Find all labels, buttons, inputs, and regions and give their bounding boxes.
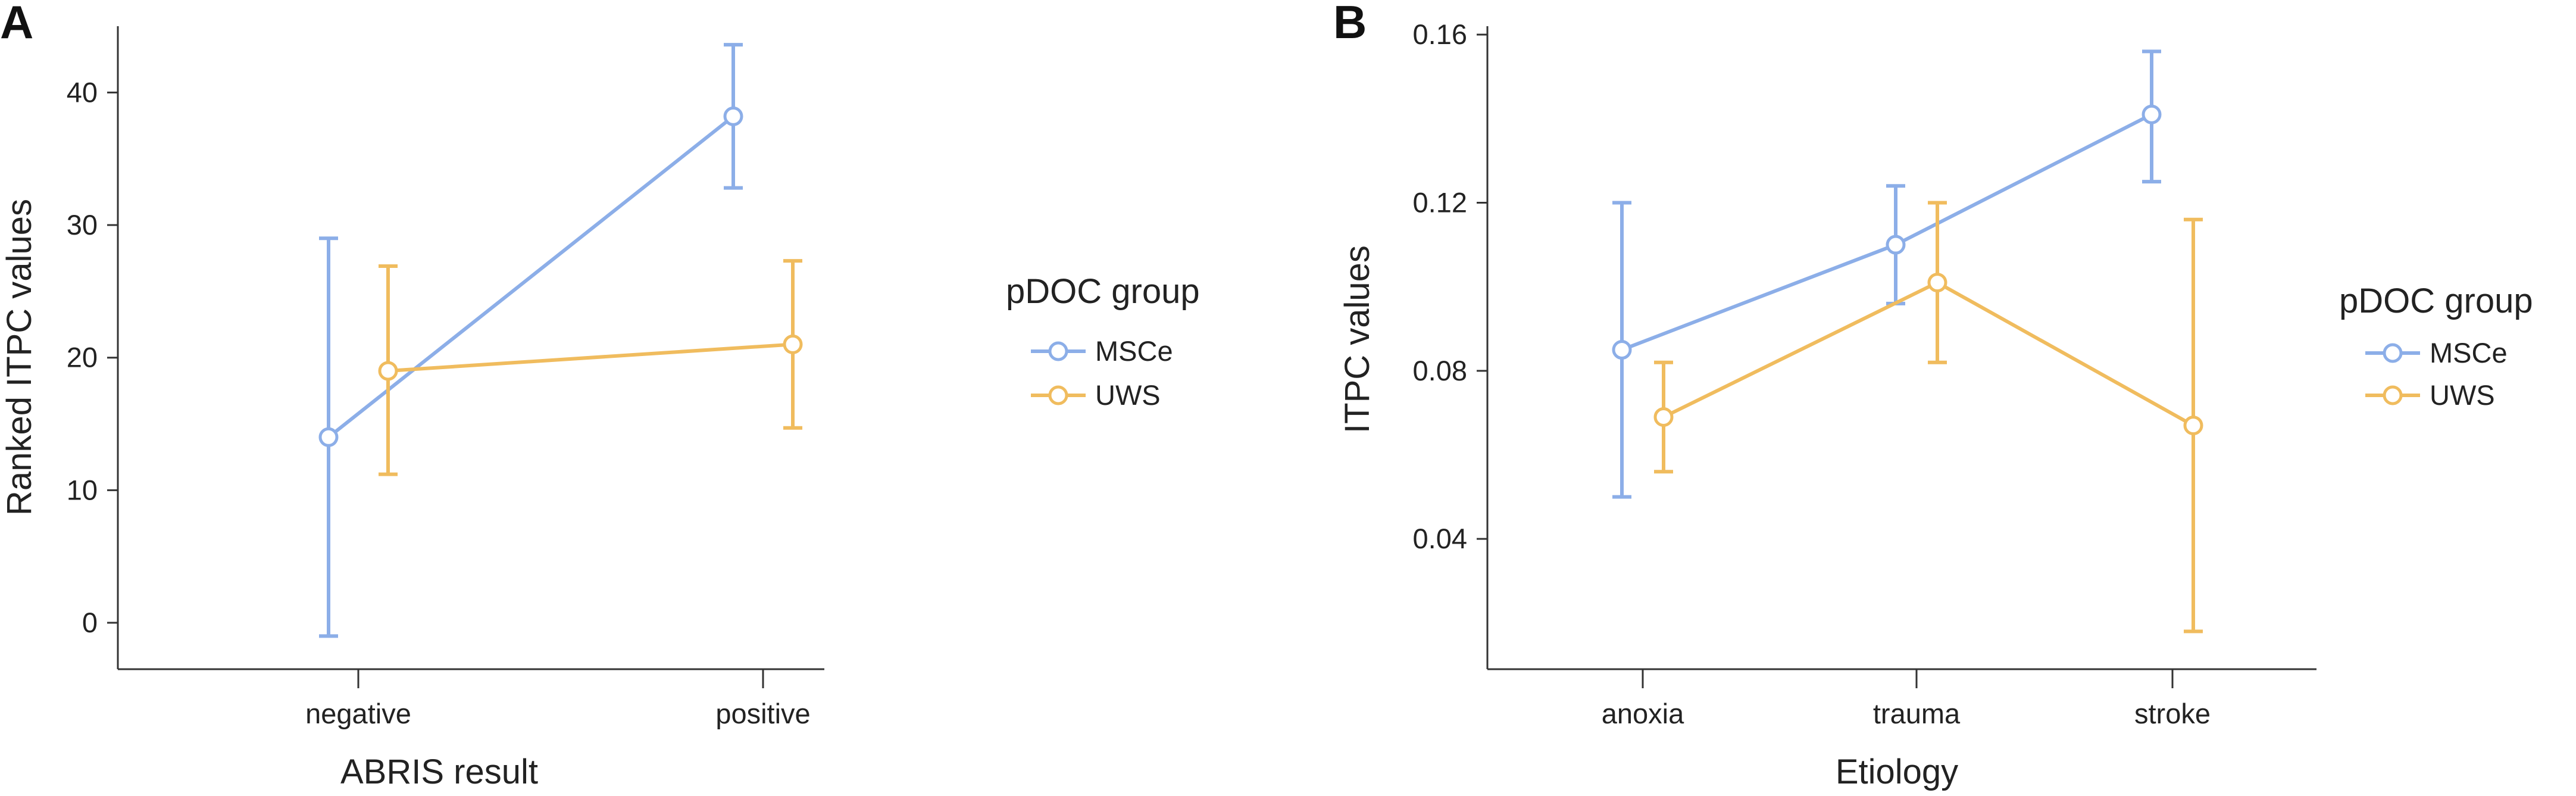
data-point [1886, 235, 1906, 255]
data-point [1653, 407, 1674, 427]
data-point [1612, 340, 1632, 360]
panel-b-x-axis-title: Etiology [1836, 753, 1958, 791]
data-point [723, 106, 743, 126]
legend-label: UWS [1095, 379, 1161, 411]
y-tick-label: 20 [67, 342, 98, 373]
x-tick-label: negative [305, 698, 411, 729]
panel-letter-b: B [1333, 0, 1367, 48]
legend-marker [1048, 341, 1068, 361]
series-msce [318, 43, 743, 638]
panel-a: A 0 10 20 30 40 negative positive ABRIS resul… [0, 0, 1200, 791]
legend-marker [1048, 385, 1068, 405]
series-msce [1612, 49, 2162, 499]
y-tick-label: 0.04 [1413, 523, 1467, 554]
series-line [327, 115, 734, 439]
y-tick-label: 40 [67, 76, 98, 108]
y-tick-label: 0 [82, 607, 98, 638]
panel-a-legend-title: pDOC group [1006, 272, 1200, 311]
panel-a-x-axis-title: ABRIS result [340, 753, 538, 791]
panel-a-y-axis-title: Ranked ITPC values [0, 199, 39, 516]
y-tick-label: 30 [67, 209, 98, 241]
x-tick-label: anoxia [1602, 698, 1684, 729]
data-point [783, 334, 803, 354]
panel-letter-a: A [0, 0, 33, 48]
legend-marker [2383, 343, 2403, 363]
data-point [1927, 273, 1947, 293]
series-uws [1653, 201, 2203, 633]
data-point [378, 361, 398, 381]
x-tick-label: trauma [1873, 698, 1961, 729]
y-tick-label: 0.12 [1413, 186, 1467, 218]
x-tick-label: positive [715, 698, 810, 729]
x-tick-label: stroke [2134, 698, 2211, 729]
series-line [1621, 113, 2153, 352]
panel-b: B 0.04 0.08 0.12 0.16 anoxia trauma stroke Et… [1333, 0, 2533, 791]
series-uws [378, 259, 803, 476]
legend-label: MSCe [1095, 335, 1173, 367]
legend-label: UWS [2430, 379, 2495, 411]
panel-b-legend-title: pDOC group [2339, 282, 2533, 320]
data-point [318, 427, 339, 447]
legend-label: MSCe [2430, 337, 2508, 369]
data-point [2183, 416, 2203, 436]
series-line [387, 342, 793, 373]
panel-a-legend: pDOC group MSCe UWS [1006, 272, 1200, 411]
y-tick-label: 10 [67, 474, 98, 505]
legend-marker [2383, 385, 2403, 405]
y-tick-label: 0.16 [1413, 18, 1467, 50]
y-tick-label: 0.08 [1413, 355, 1467, 386]
panel-b-legend: pDOC group MSCe UWS [2339, 282, 2533, 411]
panel-b-y-axis-title: ITPC values [1338, 245, 1377, 433]
data-point [2142, 104, 2162, 124]
